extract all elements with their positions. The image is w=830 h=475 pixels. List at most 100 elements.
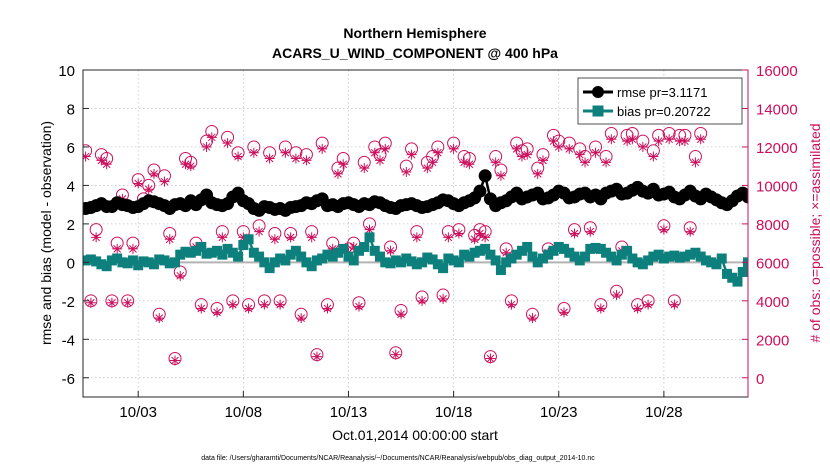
bias-point bbox=[375, 251, 386, 262]
bias-point bbox=[532, 257, 543, 268]
bias-point bbox=[658, 253, 669, 264]
bias-point bbox=[238, 240, 249, 251]
obs-assimilated-marker bbox=[259, 299, 270, 310]
bias-point bbox=[637, 259, 648, 270]
obs-assimilated-marker bbox=[490, 157, 501, 168]
bias-point bbox=[243, 234, 254, 245]
bias-point bbox=[343, 251, 354, 262]
obs-assimilated-marker bbox=[690, 157, 701, 168]
bias-point bbox=[716, 253, 727, 264]
bias-point bbox=[585, 243, 596, 254]
obs-assimilated-marker bbox=[269, 234, 280, 245]
obs-assimilated-marker bbox=[91, 232, 102, 243]
obs-assimilated-marker bbox=[306, 232, 317, 243]
right-tick-label: 8000 bbox=[756, 217, 789, 234]
y-axis-label-left: rmse and bias (model - observation) bbox=[38, 121, 54, 345]
bias-point bbox=[700, 255, 711, 266]
obs-assimilated-marker bbox=[154, 313, 165, 324]
bias-point bbox=[501, 257, 512, 268]
obs-assimilated-marker bbox=[637, 141, 648, 152]
x-axis-ticks: 10/03 10/08 10/13 10/18 10/23 10/28 bbox=[119, 391, 683, 421]
obs-assimilated-marker bbox=[648, 151, 659, 162]
bias-point bbox=[611, 255, 622, 266]
rmse-point bbox=[778, 199, 791, 212]
obs-assimilated-marker bbox=[143, 184, 154, 195]
bias-point bbox=[259, 257, 270, 268]
bias-point bbox=[480, 243, 491, 254]
obs-assimilated-marker bbox=[296, 313, 307, 324]
bias-point bbox=[285, 249, 296, 260]
left-tick-label: 2 bbox=[67, 217, 75, 234]
obs-assimilated-marker bbox=[522, 149, 533, 160]
bias-point bbox=[164, 258, 175, 269]
x-tick-label: 10/28 bbox=[645, 404, 683, 421]
obs-assimilated-marker bbox=[206, 132, 217, 143]
obs-assimilated-marker bbox=[464, 159, 475, 170]
obs-assimilated-marker bbox=[85, 297, 96, 308]
bias-point bbox=[348, 255, 359, 266]
obs-assimilated-marker bbox=[606, 134, 617, 145]
obs-assimilated-marker bbox=[332, 168, 343, 179]
obs-assimilated-marker bbox=[243, 303, 254, 314]
bias-point bbox=[101, 261, 112, 272]
bias-point bbox=[327, 251, 338, 262]
x-tick-label: 10/08 bbox=[225, 404, 263, 421]
left-tick-label: -4 bbox=[62, 332, 75, 349]
obs-assimilated-marker bbox=[133, 178, 144, 189]
x-tick-label: 10/18 bbox=[435, 404, 473, 421]
bias-point bbox=[516, 245, 527, 256]
plot-area bbox=[83, 70, 748, 397]
obs-assimilated-marker bbox=[516, 151, 527, 162]
obs-assimilated-marker bbox=[164, 234, 175, 245]
obs-assimilated-marker bbox=[417, 295, 428, 306]
obs-assimilated-marker bbox=[290, 153, 301, 164]
bias-point bbox=[311, 255, 322, 266]
left-tick-label: 6 bbox=[67, 140, 75, 157]
obs-assimilated-marker bbox=[396, 309, 407, 320]
legend-rmse-marker bbox=[592, 86, 604, 98]
bias-point bbox=[106, 255, 117, 266]
bias-point bbox=[674, 252, 685, 263]
bias-point bbox=[448, 255, 459, 266]
right-tick-label: 10000 bbox=[756, 178, 798, 195]
obs-assimilated-marker bbox=[653, 136, 664, 147]
bias-point bbox=[711, 259, 722, 270]
obs-assimilated-marker bbox=[501, 247, 512, 258]
obs-assimilated-marker bbox=[527, 313, 538, 324]
bias-point bbox=[112, 253, 123, 264]
obs-assimilated-marker bbox=[406, 149, 417, 160]
right-tick-label: 16000 bbox=[756, 63, 798, 80]
bias-point bbox=[396, 257, 407, 268]
bias-point bbox=[706, 257, 717, 268]
obs-assimilated-marker bbox=[674, 136, 685, 147]
obs-assimilated-marker bbox=[201, 141, 212, 152]
bias-point bbox=[353, 245, 364, 256]
obs-assimilated-marker bbox=[474, 228, 485, 239]
obs-assimilated-marker bbox=[122, 297, 133, 308]
obs-assimilated-marker bbox=[685, 226, 696, 237]
obs-count-layer bbox=[83, 125, 708, 366]
bias-point bbox=[506, 253, 517, 264]
bias-point bbox=[627, 253, 638, 264]
bias-point bbox=[485, 249, 496, 260]
bias-point bbox=[332, 247, 343, 258]
bias-point bbox=[796, 252, 806, 262]
obs-assimilated-marker bbox=[658, 224, 669, 235]
obs-assimilated-marker bbox=[411, 232, 422, 243]
bias-point bbox=[385, 258, 396, 269]
bias-point bbox=[543, 249, 554, 260]
bias-point bbox=[822, 254, 830, 264]
obs-assimilated-marker bbox=[375, 155, 386, 166]
obs-assimilated-marker bbox=[532, 168, 543, 179]
bias-point bbox=[364, 232, 375, 243]
bias-point bbox=[196, 241, 207, 252]
bias-point bbox=[91, 256, 102, 267]
chart-title: Northern Hemisphere bbox=[343, 25, 486, 41]
rmse-point bbox=[746, 196, 748, 205]
left-tick-label: 8 bbox=[67, 101, 75, 118]
obs-assimilated-marker bbox=[359, 163, 370, 174]
rmse-point bbox=[768, 201, 781, 214]
bias-point bbox=[154, 254, 165, 265]
bias-point bbox=[721, 268, 732, 279]
